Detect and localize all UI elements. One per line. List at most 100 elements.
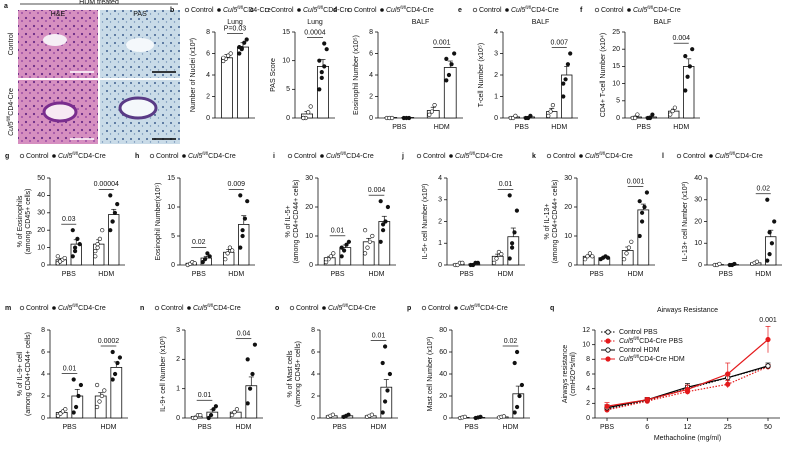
legend-label: Cul5fl/flCD4-Cre <box>328 303 376 312</box>
data-point <box>328 254 334 259</box>
legend-marker <box>676 153 682 159</box>
data-point <box>323 257 329 262</box>
data-point <box>317 87 322 92</box>
data-point <box>387 371 393 377</box>
y-tick-label: 15 <box>167 175 175 182</box>
data-point <box>642 204 647 210</box>
data-point <box>365 245 370 250</box>
panel-letter: i <box>273 153 275 160</box>
y-tick-label: 12 <box>582 327 590 334</box>
data-point <box>446 72 452 78</box>
y-tick-label: 10 <box>582 342 590 349</box>
y-axis-label: % of Eosinophils <box>17 195 24 247</box>
y-tick-label: 5 <box>286 86 290 93</box>
data-point <box>370 233 375 239</box>
bar <box>316 66 329 119</box>
data-point <box>687 64 693 69</box>
data-point <box>228 51 233 56</box>
y-tick-label: 0 <box>41 415 45 422</box>
data-point <box>223 257 228 262</box>
y-tick-label: 4 <box>311 371 315 378</box>
data-point <box>514 404 520 410</box>
text-part: CD4-Cre <box>78 305 106 312</box>
text-part: Control PBS <box>619 329 658 336</box>
p-value: 0.001 <box>433 39 451 46</box>
legend-marker <box>449 154 453 158</box>
p-value: 0.00004 <box>94 181 119 188</box>
data-point <box>624 251 629 256</box>
y-axis-label: (among CD4+CD44+ cells) <box>25 332 32 416</box>
p-value: 0.03 <box>62 216 76 223</box>
data-point <box>322 64 327 69</box>
y-tick-label: 0 <box>616 115 620 122</box>
data-point <box>491 260 497 265</box>
panel-letter: h <box>135 153 139 160</box>
data-point <box>637 233 642 239</box>
text-part: fl/fl <box>633 336 639 341</box>
data-point <box>192 261 197 266</box>
data-point <box>637 199 642 204</box>
text-part: fl/fl <box>340 151 346 156</box>
data-point <box>117 355 123 360</box>
p-value: 0.02 <box>756 186 770 193</box>
y-tick-label: 4 <box>438 175 442 182</box>
y-tick-label: 6 <box>206 50 210 57</box>
data-point <box>339 245 344 250</box>
y-tick-label: 0 <box>176 415 180 422</box>
panel-letter: e <box>458 7 462 14</box>
legend-label: Control <box>26 305 49 312</box>
legend-label: Cul5fl/flCD4-Cre <box>633 5 681 14</box>
data-point <box>234 407 240 412</box>
data-point <box>94 382 100 388</box>
series-marker <box>604 403 610 409</box>
data-point <box>317 58 322 63</box>
y-tick-label: 0 <box>369 115 373 122</box>
legend-label: Cul5fl/flCD4-Cre <box>511 5 559 14</box>
y-tick-label: 4 <box>369 72 373 79</box>
panel-title: Lung <box>307 19 323 26</box>
y-tick-label: 2 <box>494 72 498 79</box>
data-point <box>193 415 198 421</box>
data-point <box>97 236 103 241</box>
data-point <box>389 115 395 121</box>
legend-marker <box>605 329 611 335</box>
data-point <box>427 112 432 117</box>
series-line <box>606 366 769 411</box>
text-part: CD4-Cre <box>735 153 763 160</box>
x-tick-label: HDM <box>98 271 114 278</box>
p-value: 0.02 <box>192 239 206 246</box>
data-point <box>57 259 63 264</box>
y-tick-label: 30 <box>564 175 572 182</box>
data-point <box>385 204 391 210</box>
data-point <box>683 88 688 93</box>
data-point <box>509 245 515 250</box>
text-part: Cul5 <box>223 7 238 14</box>
legend-marker <box>709 154 713 158</box>
text-part: Cul5 <box>188 153 203 160</box>
legend-marker <box>416 153 422 159</box>
text-part: fl/fl <box>599 151 605 156</box>
text-part: fl/fl <box>72 151 78 156</box>
p-value: 0.01 <box>331 228 345 235</box>
data-point <box>242 40 247 45</box>
legend-label: Control <box>26 153 49 160</box>
data-point <box>672 105 678 110</box>
y-tick-label: 0 <box>41 262 45 269</box>
bar <box>220 57 233 119</box>
text-part: fl/fl <box>342 303 348 308</box>
data-point <box>95 245 100 250</box>
y-tick-label: 2 <box>41 393 45 400</box>
y-tick-label: 8 <box>206 29 210 36</box>
data-point <box>406 115 412 121</box>
legend-marker <box>149 153 155 159</box>
data-point <box>587 251 593 256</box>
data-point <box>306 110 311 115</box>
x-tick-label: HDM <box>503 424 519 431</box>
data-point <box>690 47 695 52</box>
data-point <box>242 216 248 221</box>
legend-marker <box>287 153 293 159</box>
text-part: CD4-Cre <box>480 305 508 312</box>
legend-label: Control <box>683 153 706 160</box>
y-tick-label: 4 <box>586 386 590 393</box>
text-part: CD4-Cre <box>653 7 681 14</box>
